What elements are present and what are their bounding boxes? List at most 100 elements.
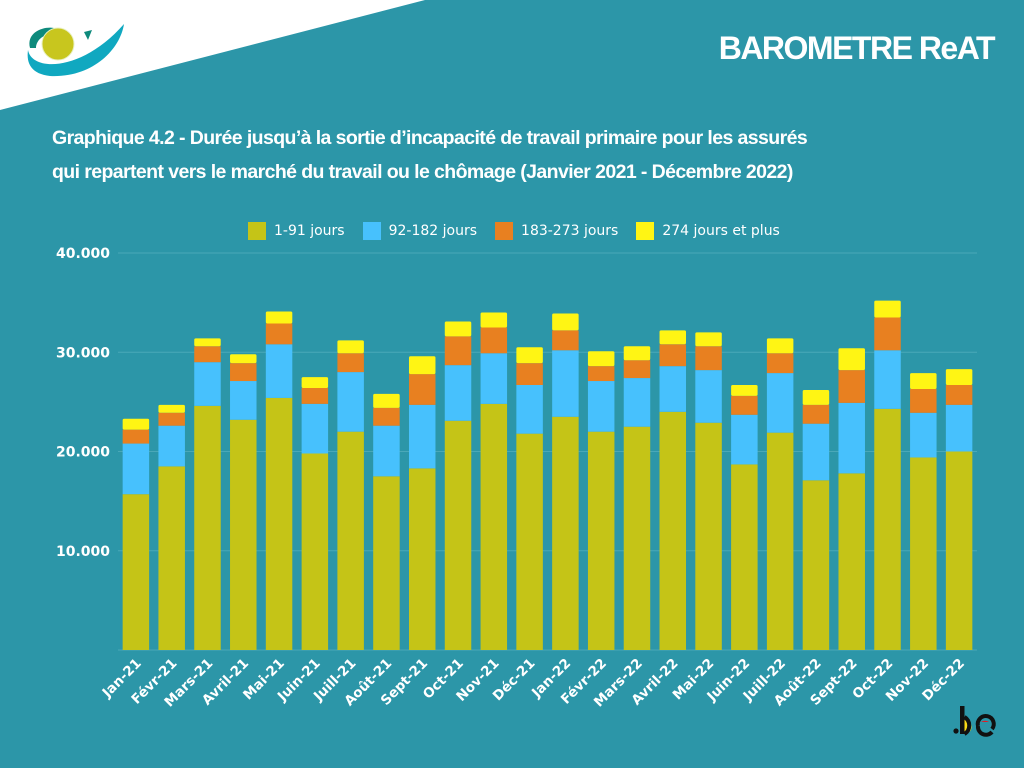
bar-segment-183-273-jours <box>373 407 400 426</box>
bar-segment-92-182-jours <box>373 425 400 477</box>
bar-segment-1-91-jours <box>695 422 722 650</box>
bar-segment-183-273-jours <box>623 360 651 379</box>
legend-swatch <box>248 222 266 240</box>
inami-eye-logo-icon <box>27 24 124 77</box>
bar-segment-274-jours-et-plus <box>874 300 901 318</box>
bar-segment-1-91-jours <box>945 451 973 650</box>
bar-segment-274-jours-et-plus <box>408 356 436 375</box>
bar-segment-92-182-jours <box>516 385 543 434</box>
bar-segment-92-182-jours <box>874 350 901 409</box>
bar-segment-1-91-jours <box>516 433 543 650</box>
bar-segment-1-91-jours <box>910 457 937 650</box>
bar-segment-183-273-jours <box>516 363 543 386</box>
bar-segment-183-273-jours <box>158 412 185 426</box>
bar-segment-274-jours-et-plus <box>373 393 400 408</box>
legend-label: 92-182 jours <box>388 223 478 239</box>
bar-segment-1-91-jours <box>265 397 293 650</box>
bar-segment-92-182-jours <box>802 423 830 481</box>
bar-segment-274-jours-et-plus <box>337 340 364 354</box>
bar-segment-183-273-jours <box>802 404 830 424</box>
bar-segment-1-91-jours <box>766 432 794 650</box>
bar-segment-1-91-jours <box>838 473 865 650</box>
bar-segment-274-jours-et-plus <box>802 389 830 405</box>
bar-segment-274-jours-et-plus <box>122 418 150 430</box>
brand-title: BAROMETRE ReAT <box>718 30 996 66</box>
bar-segment-183-273-jours <box>659 344 687 367</box>
bar-segment-274-jours-et-plus <box>731 385 758 396</box>
bar-segment-92-182-jours <box>945 404 973 452</box>
bar-segment-92-182-jours <box>301 403 329 454</box>
chart-title-line-1: Graphique 4.2 - Durée jusqu’à la sortie … <box>52 127 808 149</box>
bar-segment-92-182-jours <box>480 353 508 404</box>
bar-segment-183-273-jours <box>230 363 257 382</box>
legend-item-1-91: 1-91 jours <box>248 222 345 240</box>
bar-segment-92-182-jours <box>695 370 722 423</box>
legend-item-274-plus: 274 jours et plus <box>636 222 780 240</box>
bar-segment-1-91-jours <box>301 453 329 650</box>
bar-segment-1-91-jours <box>158 466 185 650</box>
legend-item-92-182: 92-182 jours <box>362 222 478 240</box>
bar-segment-274-jours-et-plus <box>838 348 865 371</box>
legend-item-183-273: 183-273 jours <box>495 222 618 240</box>
legend-label: 183-273 jours <box>521 223 619 239</box>
bar-segment-274-jours-et-plus <box>910 373 937 389</box>
bar-segment-1-91-jours <box>802 480 830 650</box>
bar-segment-1-91-jours <box>373 476 400 650</box>
bar-segment-1-91-jours <box>552 416 579 650</box>
bar-segment-1-91-jours <box>480 403 508 650</box>
bar-segment-92-182-jours <box>122 443 150 495</box>
bar-segment-92-182-jours <box>587 381 615 432</box>
bar-segment-274-jours-et-plus <box>265 311 293 324</box>
bar-segment-92-182-jours <box>337 372 364 432</box>
bar-segment-92-182-jours <box>444 365 472 421</box>
bar-segment-274-jours-et-plus <box>158 404 185 413</box>
bar-segment-274-jours-et-plus <box>623 346 651 361</box>
bar-segment-183-273-jours <box>408 374 436 405</box>
bar-segment-274-jours-et-plus <box>194 338 221 347</box>
bar-segment-92-182-jours <box>838 402 865 474</box>
bar-segment-183-273-jours <box>194 346 221 363</box>
bar-segment-1-91-jours <box>874 408 901 650</box>
bar-segment-274-jours-et-plus <box>480 312 508 328</box>
bar-segment-92-182-jours <box>731 414 758 465</box>
y-tick-label: 20.000 <box>56 445 110 461</box>
bar-segment-92-182-jours <box>194 362 221 406</box>
bar-segment-1-91-jours <box>194 405 221 650</box>
bar-segment-274-jours-et-plus <box>230 354 257 364</box>
bar-segment-183-273-jours <box>731 395 758 415</box>
bar-segment-1-91-jours <box>122 494 150 650</box>
legend-swatch <box>362 222 381 240</box>
legend-swatch <box>495 222 514 240</box>
bar-segment-183-273-jours <box>122 429 150 444</box>
bar-segment-183-273-jours <box>766 353 794 374</box>
bar-segment-1-91-jours <box>623 426 651 650</box>
legend-label: 1-91 jours <box>274 223 345 239</box>
bar-segment-274-jours-et-plus <box>444 321 472 337</box>
bar-segment-92-182-jours <box>623 378 651 427</box>
bar-segment-92-182-jours <box>158 425 185 467</box>
bar-segment-183-273-jours <box>301 387 329 404</box>
bar-segment-92-182-jours <box>408 404 436 469</box>
bar-segment-92-182-jours <box>910 412 937 458</box>
legend-label: 274 jours et plus <box>662 223 780 239</box>
bar-segment-274-jours-et-plus <box>695 332 722 347</box>
bar-segment-1-91-jours <box>337 431 364 650</box>
header-white-band <box>0 0 425 110</box>
bar-segment-1-91-jours <box>731 464 758 650</box>
bar-segment-183-273-jours <box>838 370 865 403</box>
bar-segment-274-jours-et-plus <box>587 351 615 367</box>
chart-title-line-2: qui repartent vers le marché du travail … <box>52 161 793 183</box>
bar-segment-274-jours-et-plus <box>552 313 579 331</box>
bar-segment-183-273-jours <box>695 346 722 371</box>
bar-segment-183-273-jours <box>480 327 508 354</box>
y-tick-label: 40.000 <box>56 246 110 262</box>
bar-segment-274-jours-et-plus <box>516 347 543 364</box>
bar-segment-183-273-jours <box>552 330 579 351</box>
bar-segment-92-182-jours <box>659 366 687 412</box>
bar-segment-92-182-jours <box>265 344 293 398</box>
bar-segment-183-273-jours <box>265 323 293 345</box>
legend-swatch <box>636 222 655 240</box>
bar-segment-183-273-jours <box>874 317 901 351</box>
bar-segment-92-182-jours <box>230 381 257 420</box>
